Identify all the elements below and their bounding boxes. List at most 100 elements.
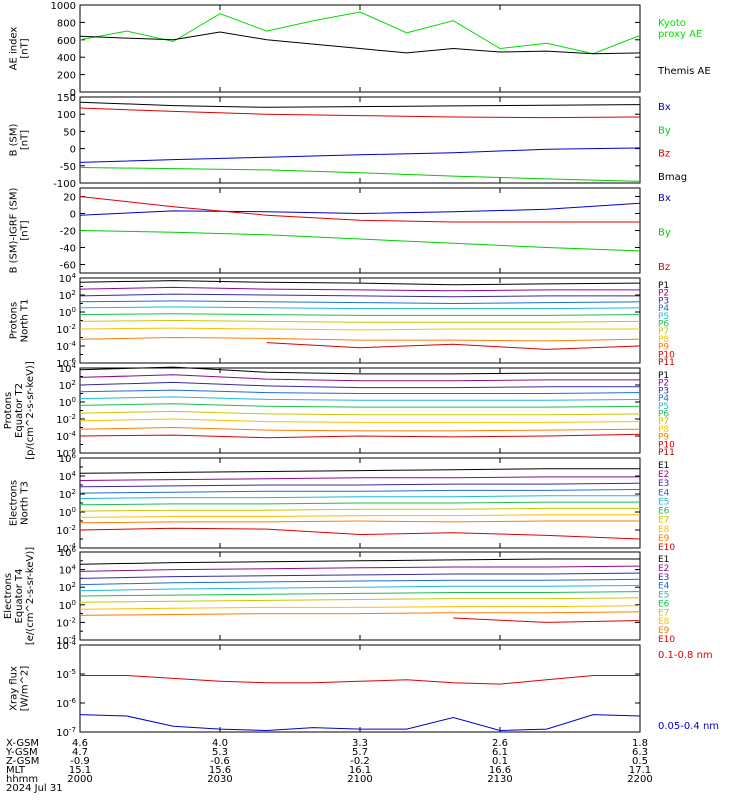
legend-label: P6 — [658, 320, 669, 330]
legend-label: Themis AE — [657, 66, 711, 77]
series-line-p8 — [79, 418, 641, 423]
series-line-p5 — [79, 306, 641, 310]
series-line-e4 — [79, 578, 641, 586]
series-line-p3 — [79, 293, 640, 298]
series-line-0-1-0-8-nm — [80, 675, 640, 685]
legend-label: P3 — [658, 386, 669, 396]
legend-label: E9 — [658, 534, 670, 544]
legend-label: P10 — [658, 440, 675, 450]
series-line-e6 — [79, 591, 641, 597]
series-line-p4 — [79, 389, 641, 394]
series-line-kyoto-proxy-ae — [79, 11, 641, 55]
legend-label: P5 — [658, 402, 669, 412]
legend-label: E7 — [658, 608, 669, 618]
panel-2: -100 -50 0 50 100 150 B (SM)[nT] Bx By Bz Bmag — [9, 93, 688, 190]
y-tick-label: 104 — [59, 564, 77, 577]
legend-label: E2 — [658, 470, 669, 480]
panel-frame — [79, 96, 641, 184]
series-line-p4 — [79, 300, 641, 305]
legend-label: By — [658, 125, 671, 136]
series-line-themis-ae — [79, 31, 641, 55]
legend-label: Bx — [658, 193, 671, 204]
series-line-p5 — [79, 396, 641, 401]
series-line-bx — [79, 147, 641, 163]
legend-label: E1 — [658, 555, 669, 565]
y-tick-label: 10-4 — [56, 542, 76, 555]
ephemeris-value: 17.1 — [629, 765, 651, 776]
panel-3: -60 -40 -20 0 20 B (SM)-IGRF (SM)[nT] Bx By Bz — [9, 187, 671, 274]
series-line-e8 — [79, 605, 641, 610]
y-tick-label: 100 — [59, 396, 76, 409]
legend-label: 0.05-0.4 nm — [658, 721, 719, 732]
legend-label: E7 — [658, 516, 669, 526]
y-tick-label: 10-2 — [56, 413, 76, 426]
legend-label: P6 — [658, 410, 669, 420]
series-line-e6 — [79, 501, 640, 506]
y-tick-label: 10-6 — [56, 447, 76, 460]
ephemeris-row-label: Z-GSM — [6, 756, 39, 767]
series-line-bmag — [79, 101, 641, 108]
series-line-p10 — [79, 433, 641, 439]
series-line-e2 — [79, 565, 641, 572]
series-line-e10 — [453, 617, 641, 623]
series-line-p2 — [79, 374, 640, 382]
ephemeris-value: 2.6 — [492, 738, 508, 749]
legend-label: P4 — [658, 394, 669, 404]
ephemeris-value: 0.5 — [632, 756, 648, 767]
series-line-p9 — [79, 426, 641, 432]
y-tick-label: 10-2 — [56, 323, 76, 336]
ephemeris-value: 5.7 — [352, 747, 368, 758]
series-line-bx — [79, 202, 641, 216]
legend-label: E6 — [658, 599, 670, 609]
panel-frame — [79, 551, 641, 641]
date-label: 2024 Jul 31 — [6, 783, 63, 794]
y-tick-label: 10-4 — [56, 340, 76, 353]
y-tick-label: 102 — [59, 581, 76, 594]
y-axis-label: B (SM)-IGRF (SM)[nT] — [9, 188, 31, 274]
ephemeris-value: 16.6 — [489, 765, 511, 776]
series-line-p6 — [79, 313, 641, 316]
legend-label: Bx — [658, 102, 671, 113]
y-tick-label: 100 — [59, 306, 76, 319]
ephemeris-row-label: MLT — [6, 765, 26, 776]
ephemeris-value: 2200 — [627, 774, 652, 785]
series-line-0-05-0-4-nm — [79, 714, 641, 732]
legend-label: E5 — [658, 591, 669, 601]
legend-label: E2 — [658, 564, 669, 574]
ephemeris-value: 4.7 — [72, 747, 88, 758]
y-tick-label: 10-5 — [56, 668, 76, 681]
legend-label: P7 — [658, 327, 669, 337]
y-tick-label: 10-2 — [56, 524, 76, 537]
ephemeris-value: 4.0 — [212, 738, 228, 749]
legend-label: E8 — [658, 617, 670, 627]
ephemeris-value: 15.6 — [209, 765, 231, 776]
y-tick-label: -20 — [60, 227, 76, 238]
y-axis-label: ElectronsEquator T4[e/(cm^2-s-sr-keV)] — [3, 547, 36, 645]
ephemeris-value: -0.6 — [210, 756, 230, 767]
legend-label: E1 — [658, 461, 669, 471]
ephemeris-value: 5.3 — [212, 747, 228, 758]
y-tick-label: 10-6 — [56, 357, 76, 370]
legend-label: P4 — [658, 304, 669, 314]
panel-8: 10-7 10-6 10-5 10-4 Xray flux[W/m^2] 0.1-0.8 … — [9, 639, 720, 739]
panel-frame — [79, 187, 641, 274]
series-line-p9 — [79, 336, 641, 342]
legend-label: By — [658, 228, 671, 239]
legend-label: P1 — [658, 371, 669, 381]
legend-label: E3 — [658, 573, 669, 583]
series-line-p1 — [79, 280, 641, 286]
legend-label: P9 — [658, 433, 669, 443]
ephemeris-value: 2000 — [67, 774, 92, 785]
y-tick-label: 20 — [63, 193, 76, 204]
series-line-e5 — [79, 584, 641, 592]
series-line-e3 — [79, 482, 641, 488]
ephemeris-value: 2130 — [487, 774, 512, 785]
y-tick-label: -100 — [53, 179, 76, 190]
ephemeris-value: 2100 — [347, 774, 372, 785]
series-line-e9 — [79, 611, 641, 616]
y-axis-label: ProtonsEquator T2[p/(cm^2-s-sr-keV)] — [3, 361, 36, 460]
ephemeris-value: -0.2 — [350, 756, 370, 767]
legend-label: P9 — [658, 343, 669, 353]
legend-label: E10 — [658, 543, 675, 553]
